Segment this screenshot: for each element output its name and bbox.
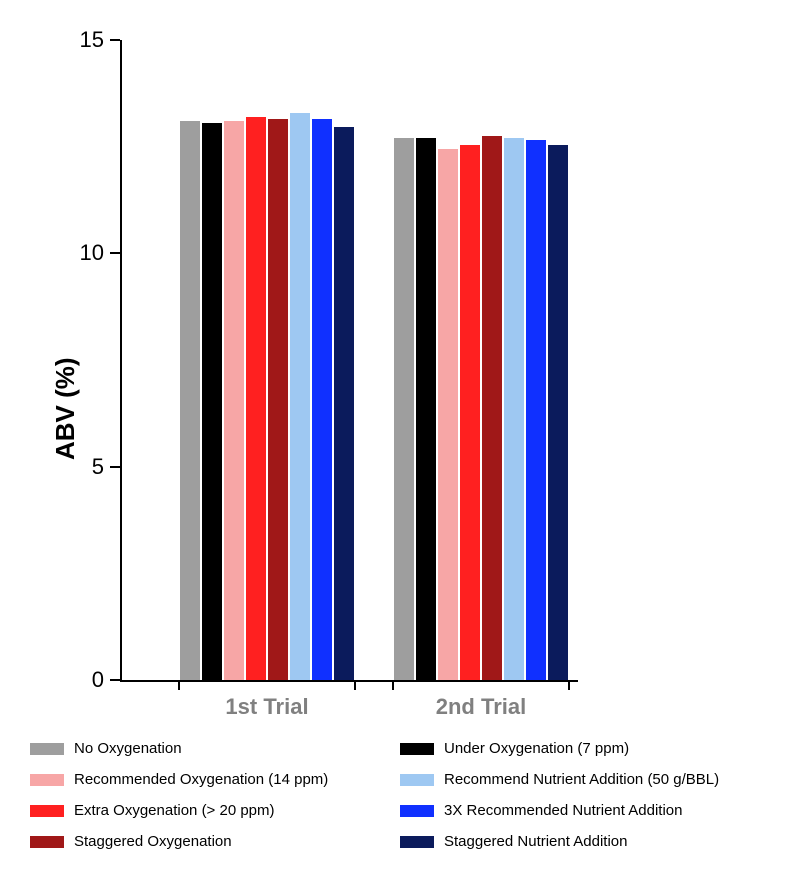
y-axis (120, 40, 122, 680)
y-tick (110, 252, 120, 254)
legend-column: Under Oxygenation (7 ppm) Recommend Nutri… (400, 740, 770, 850)
legend-label: Extra Oxygenation (> 20 ppm) (74, 802, 275, 819)
legend-column: No Oxygenation Recommended Oxygenation (1… (30, 740, 400, 850)
y-tick-label: 5 (70, 454, 104, 480)
y-axis-label-text: ABV (%) (50, 357, 80, 460)
bar (526, 140, 546, 680)
legend-label: No Oxygenation (74, 740, 182, 757)
bar (460, 145, 480, 680)
abv-bar-chart: ABV (%) 0510151st Trial2nd Trial (120, 40, 640, 680)
legend-item: No Oxygenation (30, 740, 400, 757)
bar (268, 119, 288, 680)
y-tick (110, 679, 120, 681)
legend-swatch (400, 743, 434, 755)
bar (290, 113, 310, 680)
legend-item: Recommended Oxygenation (14 ppm) (30, 771, 400, 788)
bar (202, 123, 222, 680)
legend-swatch (30, 836, 64, 848)
category-label: 2nd Trial (436, 694, 526, 720)
legend-item: Extra Oxygenation (> 20 ppm) (30, 802, 400, 819)
legend-label: 3X Recommended Nutrient Addition (444, 802, 682, 819)
legend-label: Under Oxygenation (7 ppm) (444, 740, 629, 757)
legend-item: 3X Recommended Nutrient Addition (400, 802, 770, 819)
bar (548, 145, 568, 680)
legend-item: Staggered Nutrient Addition (400, 833, 770, 850)
bar (438, 149, 458, 680)
legend-label: Staggered Oxygenation (74, 833, 232, 850)
bar (504, 138, 524, 680)
y-tick-label: 15 (70, 27, 104, 53)
legend-label: Recommended Oxygenation (14 ppm) (74, 771, 328, 788)
bar (334, 127, 354, 680)
plot-area: 0510151st Trial2nd Trial (120, 40, 640, 680)
legend-item: Under Oxygenation (7 ppm) (400, 740, 770, 757)
bar (394, 138, 414, 680)
legend-swatch (400, 805, 434, 817)
y-tick-label: 0 (70, 667, 104, 693)
legend-swatch (400, 836, 434, 848)
bar (416, 138, 436, 680)
legend-swatch (30, 805, 64, 817)
y-tick (110, 39, 120, 41)
legend: No Oxygenation Recommended Oxygenation (1… (30, 740, 770, 850)
legend-item: Staggered Oxygenation (30, 833, 400, 850)
legend-swatch (30, 774, 64, 786)
bar (312, 119, 332, 680)
bar (180, 121, 200, 680)
y-tick (110, 466, 120, 468)
x-axis (120, 680, 578, 682)
y-axis-label: ABV (%) (50, 357, 81, 460)
legend-label: Recommend Nutrient Addition (50 g/BBL) (444, 771, 719, 788)
legend-item: Recommend Nutrient Addition (50 g/BBL) (400, 771, 770, 788)
bar (224, 121, 244, 680)
category-label: 1st Trial (225, 694, 308, 720)
y-tick-label: 10 (70, 240, 104, 266)
page-root: ABV (%) 0510151st Trial2nd Trial No Oxyg… (0, 0, 800, 891)
bar (482, 136, 502, 680)
legend-swatch (30, 743, 64, 755)
legend-swatch (400, 774, 434, 786)
bar (246, 117, 266, 680)
legend-label: Staggered Nutrient Addition (444, 833, 627, 850)
